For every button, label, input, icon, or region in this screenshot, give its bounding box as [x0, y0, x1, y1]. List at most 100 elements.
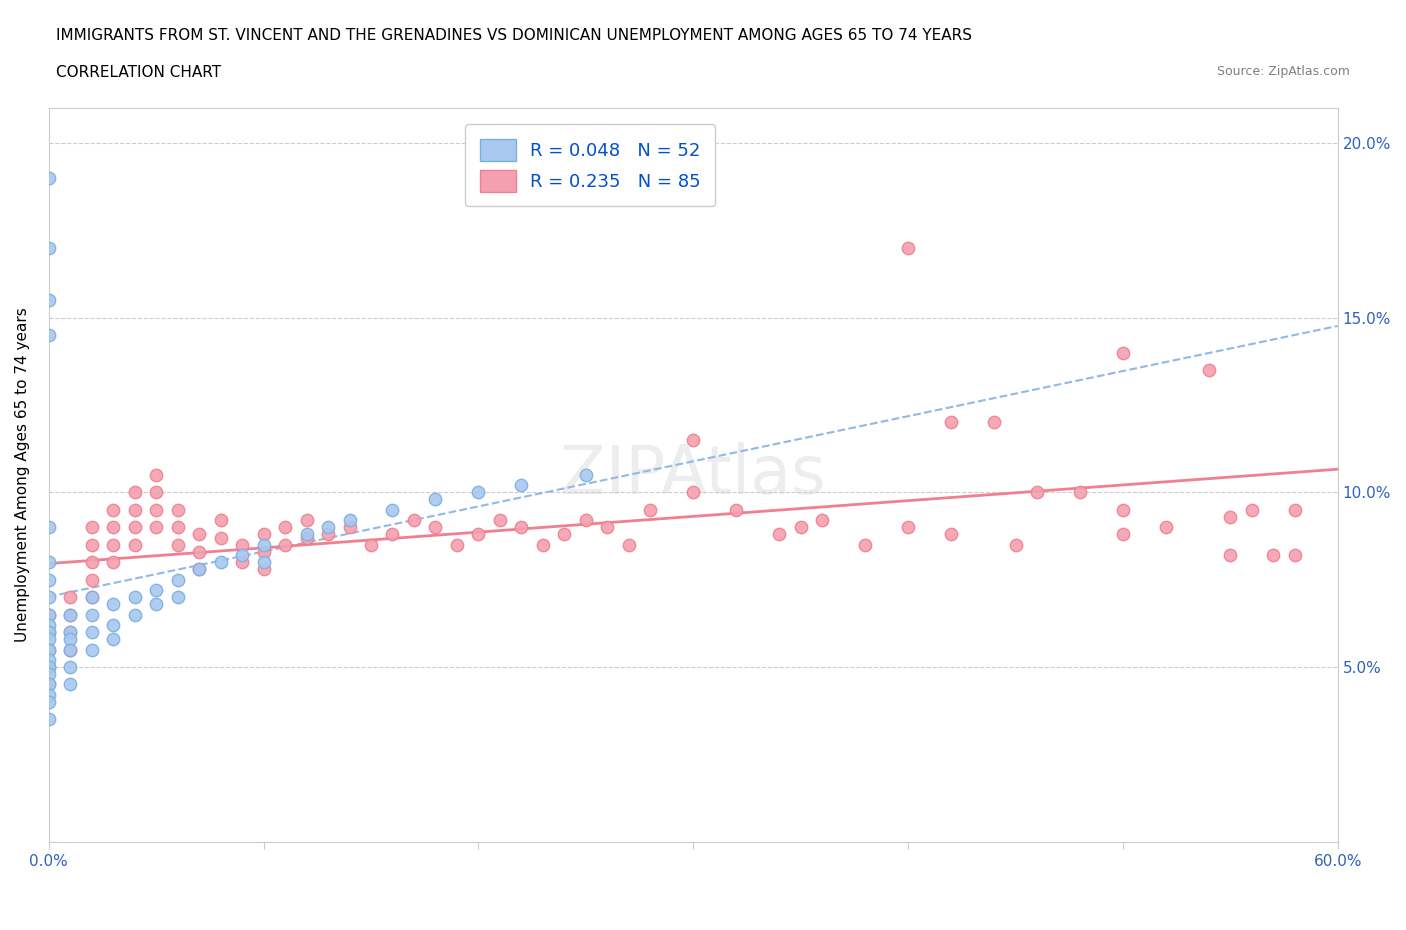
Point	[274, 520, 297, 535]
Point	[59, 625, 82, 640]
Point	[80, 607, 103, 622]
Point	[1284, 548, 1306, 563]
Point	[188, 562, 211, 577]
Text: CORRELATION CHART: CORRELATION CHART	[56, 65, 221, 80]
Point	[188, 562, 211, 577]
Point	[38, 555, 60, 570]
Point	[124, 538, 146, 552]
Point	[103, 538, 125, 552]
Text: ZIPAtlas: ZIPAtlas	[561, 442, 827, 508]
Point	[38, 590, 60, 604]
Point	[145, 597, 167, 612]
Point	[38, 520, 60, 535]
Point	[231, 548, 253, 563]
Point	[59, 607, 82, 622]
Point	[38, 659, 60, 674]
Point	[252, 555, 274, 570]
Point	[897, 520, 920, 535]
Point	[853, 538, 876, 552]
Y-axis label: Unemployment Among Ages 65 to 74 years: Unemployment Among Ages 65 to 74 years	[15, 308, 30, 643]
Point	[38, 240, 60, 255]
Point	[510, 520, 533, 535]
Text: IMMIGRANTS FROM ST. VINCENT AND THE GRENADINES VS DOMINICAN UNEMPLOYMENT AMONG A: IMMIGRANTS FROM ST. VINCENT AND THE GREN…	[56, 28, 972, 43]
Point	[38, 293, 60, 308]
Point	[768, 526, 790, 541]
Point	[59, 590, 82, 604]
Point	[467, 526, 489, 541]
Point	[209, 530, 232, 545]
Point	[59, 625, 82, 640]
Point	[166, 502, 188, 517]
Point	[166, 538, 188, 552]
Point	[38, 607, 60, 622]
Point	[188, 526, 211, 541]
Point	[531, 538, 554, 552]
Point	[295, 512, 318, 527]
Point	[145, 485, 167, 499]
Point	[38, 687, 60, 702]
Point	[166, 590, 188, 604]
Point	[38, 170, 60, 185]
Point	[145, 520, 167, 535]
Point	[617, 538, 640, 552]
Point	[339, 520, 361, 535]
Point	[467, 485, 489, 499]
Point	[38, 642, 60, 657]
Point	[1069, 485, 1091, 499]
Point	[103, 502, 125, 517]
Point	[124, 502, 146, 517]
Point	[295, 530, 318, 545]
Legend: R = 0.048   N = 52, R = 0.235   N = 85: R = 0.048 N = 52, R = 0.235 N = 85	[465, 125, 716, 206]
Point	[38, 625, 60, 640]
Point	[80, 642, 103, 657]
Point	[124, 590, 146, 604]
Point	[38, 625, 60, 640]
Point	[38, 695, 60, 710]
Point	[381, 526, 404, 541]
Point	[489, 512, 512, 527]
Point	[1284, 502, 1306, 517]
Point	[166, 572, 188, 587]
Point	[252, 538, 274, 552]
Point	[38, 653, 60, 668]
Point	[1112, 345, 1135, 360]
Point	[80, 520, 103, 535]
Point	[38, 618, 60, 632]
Point	[1112, 502, 1135, 517]
Point	[1219, 510, 1241, 525]
Point	[80, 572, 103, 587]
Point	[274, 538, 297, 552]
Point	[640, 502, 662, 517]
Point	[510, 478, 533, 493]
Point	[103, 631, 125, 646]
Point	[360, 538, 382, 552]
Point	[209, 512, 232, 527]
Point	[166, 520, 188, 535]
Point	[381, 502, 404, 517]
Point	[939, 526, 962, 541]
Point	[1263, 548, 1285, 563]
Point	[575, 468, 598, 483]
Point	[252, 544, 274, 559]
Point	[1198, 363, 1220, 378]
Point	[124, 485, 146, 499]
Point	[38, 659, 60, 674]
Point	[38, 327, 60, 342]
Point	[789, 520, 811, 535]
Point	[316, 526, 339, 541]
Point	[80, 590, 103, 604]
Point	[252, 526, 274, 541]
Point	[124, 520, 146, 535]
Point	[1219, 548, 1241, 563]
Point	[145, 468, 167, 483]
Point	[231, 538, 253, 552]
Point	[1154, 520, 1177, 535]
Point	[103, 618, 125, 632]
Point	[339, 512, 361, 527]
Point	[316, 520, 339, 535]
Point	[1240, 502, 1263, 517]
Point	[402, 512, 425, 527]
Point	[983, 415, 1005, 430]
Point	[553, 526, 575, 541]
Point	[59, 631, 82, 646]
